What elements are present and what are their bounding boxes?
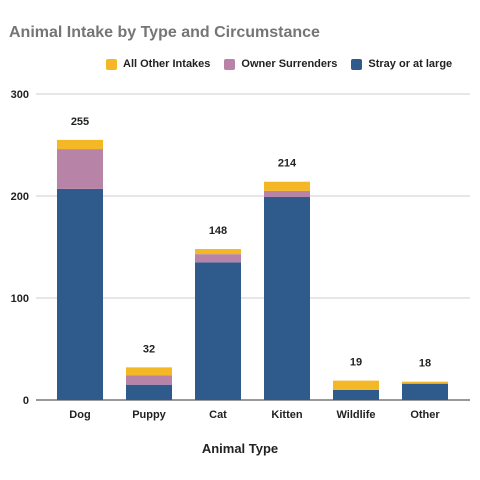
legend-swatch-all-other-intakes: [106, 58, 117, 70]
bar-dog-stray-or-at-large: [57, 188, 103, 400]
bar-puppy-stray-or-at-large: [126, 384, 172, 400]
bar-puppy-owner-surrenders: [126, 375, 172, 385]
x-tick-label-kitten: Kitten: [271, 409, 302, 421]
data-label-kitten: 214: [278, 158, 297, 170]
data-label-wildlife: 19: [350, 357, 362, 369]
y-tick-label-100: 100: [11, 293, 29, 305]
legend-label-stray-or-at-large: Stray or at large: [368, 58, 453, 70]
bar-other-all-other-intakes: [402, 381, 448, 384]
bar-puppy-all-other-intakes: [126, 367, 172, 376]
chart-legend: All Other Intakes Owner Surrenders Stray o…: [106, 57, 466, 71]
legend-item-owner-surrenders: Owner Surrenders: [224, 58, 337, 70]
bar-cat-owner-surrenders: [195, 254, 241, 263]
x-tick-label-other: Other: [410, 409, 440, 421]
legend-swatch-owner-surrenders: [224, 58, 236, 70]
data-label-dog: 255: [71, 116, 89, 128]
data-label-other: 18: [419, 358, 431, 370]
x-tick-label-wildlife: Wildlife: [336, 409, 375, 421]
bar-cat-stray-or-at-large: [195, 262, 241, 400]
data-label-puppy: 32: [143, 343, 155, 355]
legend-swatch-stray-or-at-large: [351, 58, 363, 70]
y-tick-label-200: 200: [11, 191, 29, 203]
x-axis-title: Animal Type: [201, 441, 279, 456]
legend-label-all-other-intakes: All Other Intakes: [123, 58, 211, 70]
legend-label-owner-surrenders: Owner Surrenders: [241, 58, 338, 70]
bar-wildlife-stray-or-at-large: [333, 389, 379, 400]
x-tick-label-dog: Dog: [69, 409, 90, 421]
x-tick-label-puppy: Puppy: [132, 409, 166, 421]
chart-title: Animal Intake by Type and Circumstance: [9, 24, 320, 41]
x-tick-label-cat: Cat: [209, 409, 227, 421]
bar-kitten-owner-surrenders: [264, 190, 310, 198]
y-tick-label-0: 0: [23, 395, 29, 407]
bar-wildlife-all-other-intakes: [333, 380, 379, 390]
legend-item-stray-or-at-large: Stray or at large: [351, 58, 452, 70]
data-label-cat: 148: [209, 225, 227, 237]
bar-other-stray-or-at-large: [402, 383, 448, 400]
bar-kitten-stray-or-at-large: [264, 197, 310, 400]
legend-item-all-other-intakes: All Other Intakes: [106, 58, 210, 70]
bar-kitten-all-other-intakes: [264, 181, 310, 191]
bar-dog-all-other-intakes: [57, 139, 103, 150]
bar-dog-owner-surrenders: [57, 149, 103, 189]
bar-cat-all-other-intakes: [195, 249, 241, 255]
y-tick-label-300: 300: [11, 89, 29, 101]
